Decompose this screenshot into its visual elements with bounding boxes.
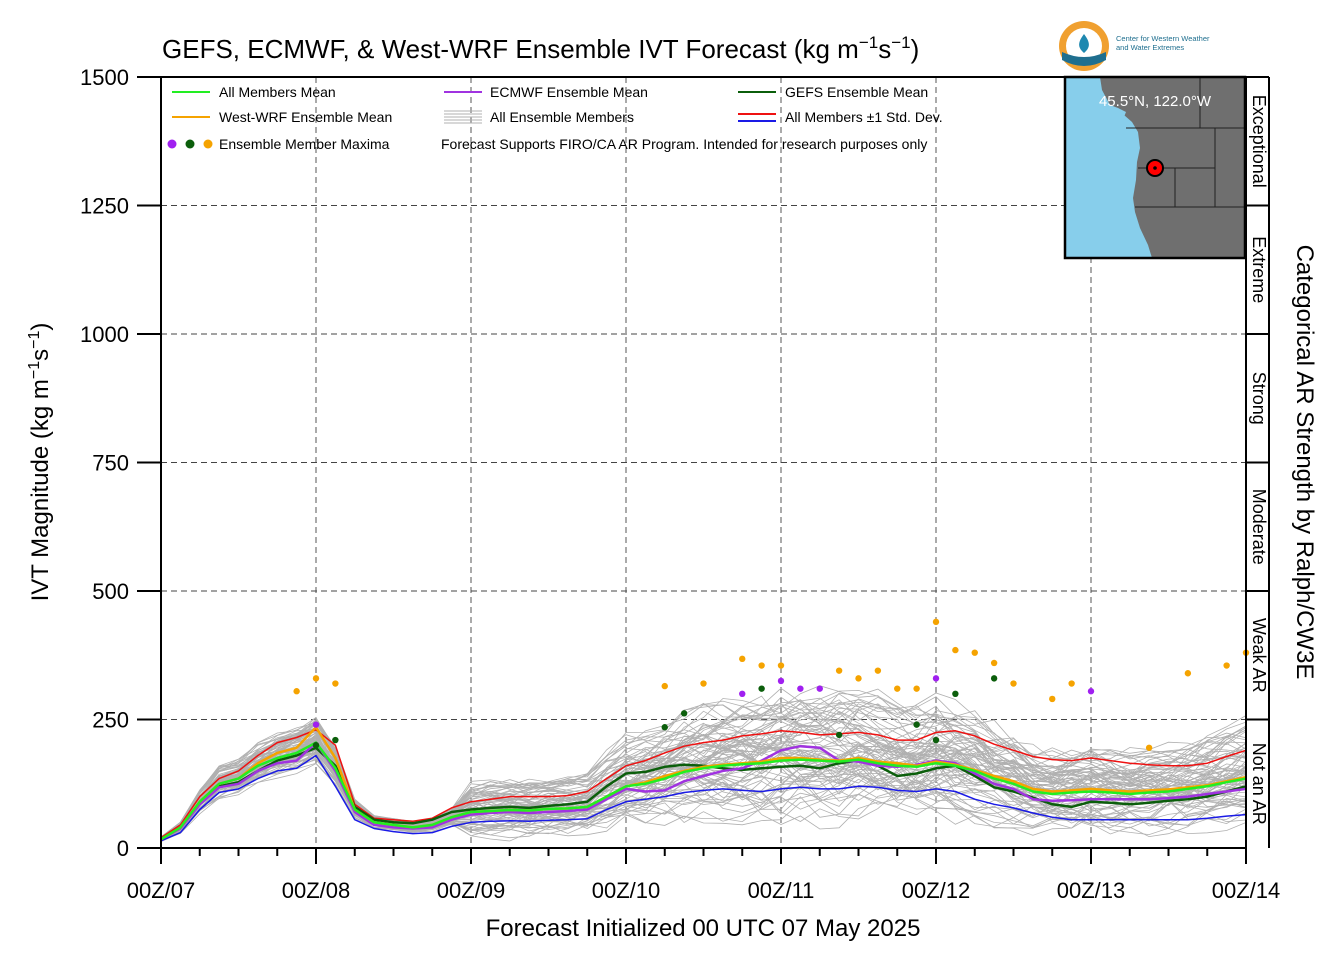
category-label: Strong xyxy=(1249,372,1269,425)
member-maximum-dot xyxy=(1049,695,1056,703)
x-tick-label: 00Z/11 xyxy=(748,878,815,903)
plus-std-line xyxy=(161,729,1246,839)
member-maximum-dot xyxy=(952,690,959,697)
member-maximum-dot xyxy=(758,685,765,692)
member-maximum-dot xyxy=(835,731,843,739)
x-tick-label: 00Z/13 xyxy=(1057,878,1126,903)
legend-label-ecmwf-mean: ECMWF Ensemble Mean xyxy=(490,84,648,100)
member-maximum-dot xyxy=(661,682,668,690)
member-maximum-dot xyxy=(913,721,920,728)
x-tick-label: 00Z/08 xyxy=(282,878,351,903)
member-maximum-dot xyxy=(312,742,320,749)
member-maximum-dot xyxy=(797,685,804,692)
all-members-mean-line xyxy=(161,741,1246,841)
member-maximum-dot xyxy=(777,662,785,669)
legend-note: Forecast Supports FIRO/CA AR Program. In… xyxy=(441,136,927,152)
x-axis-label: Forecast Initialized 00 UTC 07 May 2025 xyxy=(486,915,921,942)
member-maximum-dot xyxy=(932,675,940,682)
member-maximum-dot xyxy=(1010,680,1017,687)
legend-label-wrf-mean: West-WRF Ensemble Mean xyxy=(219,109,392,125)
member-maximum-dot xyxy=(835,667,843,674)
cw3e-logo: Center for Western Weather and Water Ext… xyxy=(1059,21,1210,71)
y-tick-label: 1250 xyxy=(80,194,129,219)
ar-category-labels: Not an AR Weak AR Moderate Strong Extreme Exc… xyxy=(1246,76,1269,825)
member-maximum-dot xyxy=(855,675,862,682)
y-tick-label: 0 xyxy=(117,836,129,861)
y-tick-label: 1500 xyxy=(80,65,129,90)
member-maximum-dot xyxy=(990,675,998,682)
ensemble-member-line xyxy=(161,749,1246,840)
member-maximum-dot xyxy=(971,649,978,656)
member-maximum-dot xyxy=(932,618,940,626)
legend: All Members Mean ECMWF Ensemble Mean GEF… xyxy=(167,84,943,152)
member-maximum-dot xyxy=(661,724,668,731)
member-maximum-dot xyxy=(332,680,339,687)
ensemble-member-lines xyxy=(161,685,1246,842)
category-label: Moderate xyxy=(1249,489,1269,565)
category-label: Not an AR xyxy=(1249,743,1269,825)
member-maximum-dot xyxy=(894,685,901,692)
category-label: Extreme xyxy=(1249,236,1269,303)
member-maximum-dot xyxy=(293,688,300,695)
ensemble-member-line xyxy=(161,708,1246,839)
ensemble-member-maxima xyxy=(293,618,1250,751)
member-maximum-dot xyxy=(913,685,920,692)
legend-dot-wrf-max xyxy=(203,139,213,149)
category-label: Weak AR xyxy=(1249,618,1269,693)
member-maximum-dot xyxy=(1068,680,1075,687)
x-tick-label: 00Z/14 xyxy=(1212,878,1281,903)
legend-swatch-members xyxy=(444,110,482,124)
member-maximum-dot xyxy=(700,680,707,687)
member-maximum-dot xyxy=(739,690,746,697)
y-tick-label: 1000 xyxy=(80,322,129,347)
member-maximum-dot xyxy=(1087,688,1095,695)
member-maximum-dot xyxy=(952,646,959,654)
member-maximum-dot xyxy=(990,659,998,667)
y-tick-label: 750 xyxy=(92,451,129,476)
logo-text-line1: Center for Western Weather xyxy=(1116,34,1210,43)
x-axis-ticks: 00Z/07 00Z/08 00Z/09 00Z/10 00Z/11 00Z/12 00Z/… xyxy=(127,848,1281,903)
member-maximum-dot xyxy=(332,736,339,744)
member-maximum-dot xyxy=(312,675,320,682)
logo-text-line2: and Water Extremes xyxy=(1116,43,1184,52)
x-tick-label: 00Z/07 xyxy=(127,878,196,903)
member-maximum-dot xyxy=(777,677,785,685)
minus-std-line xyxy=(161,754,1246,842)
y-axis-label: IVT Magnitude (kg m−1s−1) xyxy=(26,323,54,602)
right-axis-label: Categorical AR Strength by Ralph/CW3E xyxy=(1291,245,1318,680)
y-tick-label: 250 xyxy=(92,708,129,733)
mean-and-stddev-lines xyxy=(161,725,1246,842)
x-tick-label: 00Z/12 xyxy=(902,878,971,903)
member-maximum-dot xyxy=(312,721,320,728)
ensemble-member-line xyxy=(161,743,1246,840)
member-maximum-dot xyxy=(932,736,940,744)
legend-label-all-mean: All Members Mean xyxy=(219,84,336,100)
inset-map-ocean xyxy=(1065,77,1152,258)
category-label: Exceptional xyxy=(1249,95,1269,188)
chart-title: GEFS, ECMWF, & West-WRF Ensemble IVT For… xyxy=(162,33,919,64)
west-wrf-mean-line xyxy=(161,725,1246,841)
x-tick-label: 00Z/10 xyxy=(592,878,661,903)
legend-dot-gefs-max xyxy=(185,139,195,149)
y-axis-ticks: 0 250 500 750 1000 1250 1500 xyxy=(80,65,161,861)
inset-map-coordinates: 45.5°N, 122.0°W xyxy=(1099,93,1212,110)
member-maximum-dot xyxy=(1184,670,1192,677)
inset-map: 45.5°N, 122.0°W xyxy=(1063,75,1247,260)
member-maximum-dot xyxy=(739,655,746,663)
member-maximum-dot xyxy=(816,685,823,692)
legend-dot-ecmwf-max xyxy=(167,139,177,149)
legend-label-std: All Members ±1 Std. Dev. xyxy=(785,109,943,125)
member-maximum-dot xyxy=(1223,662,1230,669)
member-maximum-dot xyxy=(680,710,688,717)
legend-label-gefs-mean: GEFS Ensemble Mean xyxy=(785,84,928,100)
member-maximum-dot xyxy=(758,662,765,669)
member-maximum-dot xyxy=(874,667,882,674)
x-tick-label: 00Z/09 xyxy=(437,878,506,903)
legend-label-maxima: Ensemble Member Maxima xyxy=(219,136,390,152)
legend-label-members: All Ensemble Members xyxy=(490,109,634,125)
member-maximum-dot xyxy=(1145,744,1153,751)
y-tick-label: 500 xyxy=(92,579,129,604)
